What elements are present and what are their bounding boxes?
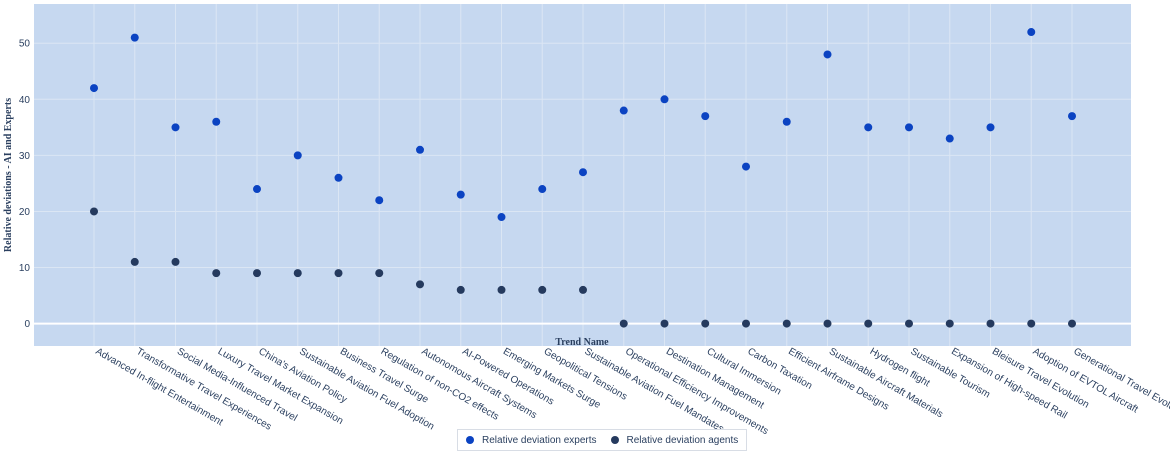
- legend: Relative deviation experts Relative devi…: [457, 429, 748, 451]
- point-experts[interactable]: [1068, 112, 1076, 121]
- point-experts[interactable]: [701, 112, 710, 121]
- point-agents[interactable]: [905, 319, 913, 328]
- point-agents[interactable]: [701, 319, 710, 328]
- y-tick-label: 0: [24, 319, 30, 330]
- y-axis-title: Relative deviations - AI and Experts: [3, 98, 14, 252]
- point-experts[interactable]: [660, 95, 669, 104]
- point-experts[interactable]: [171, 123, 180, 132]
- point-agents[interactable]: [742, 319, 750, 328]
- point-experts[interactable]: [864, 123, 873, 132]
- point-agents[interactable]: [945, 319, 954, 328]
- point-experts[interactable]: [782, 117, 791, 126]
- point-agents[interactable]: [456, 285, 465, 294]
- point-agents[interactable]: [579, 285, 587, 294]
- point-agents[interactable]: [986, 319, 995, 328]
- point-agents[interactable]: [782, 319, 791, 328]
- y-tick-label: 40: [19, 95, 31, 106]
- data-points: [90, 28, 1076, 328]
- point-experts[interactable]: [130, 33, 139, 42]
- point-agents[interactable]: [864, 319, 873, 328]
- point-agents[interactable]: [171, 257, 180, 266]
- legend-item-agents[interactable]: Relative deviation agents: [610, 434, 739, 446]
- point-experts[interactable]: [334, 173, 343, 182]
- point-agents[interactable]: [293, 269, 302, 278]
- point-experts[interactable]: [90, 84, 98, 93]
- point-experts[interactable]: [293, 151, 302, 160]
- legend-marker-experts: [466, 436, 474, 444]
- point-agents[interactable]: [660, 319, 669, 328]
- point-experts[interactable]: [456, 190, 465, 199]
- point-experts[interactable]: [497, 213, 506, 222]
- y-axis-ticks: 0 10 20 30 40 50: [19, 39, 31, 330]
- point-experts[interactable]: [823, 50, 832, 59]
- point-agents[interactable]: [130, 257, 139, 266]
- point-experts[interactable]: [619, 106, 628, 115]
- point-experts[interactable]: [945, 134, 954, 143]
- point-experts[interactable]: [375, 196, 384, 205]
- point-agents[interactable]: [1068, 319, 1076, 328]
- point-agents[interactable]: [375, 269, 384, 278]
- point-experts[interactable]: [1027, 28, 1036, 37]
- legend-marker-agents: [610, 436, 619, 444]
- point-agents[interactable]: [823, 319, 832, 328]
- legend-label-agents: Relative deviation agents: [626, 434, 739, 446]
- x-axis-title: Trend Name: [555, 337, 609, 348]
- point-experts[interactable]: [538, 185, 547, 194]
- point-agents[interactable]: [253, 269, 261, 278]
- point-agents[interactable]: [497, 285, 506, 294]
- y-tick-label: 50: [19, 39, 31, 50]
- point-experts[interactable]: [742, 162, 750, 171]
- point-experts[interactable]: [212, 117, 221, 126]
- point-agents[interactable]: [212, 269, 221, 278]
- point-experts[interactable]: [253, 185, 261, 194]
- y-tick-label: 30: [19, 151, 31, 162]
- point-agents[interactable]: [1027, 319, 1036, 328]
- point-experts[interactable]: [579, 168, 587, 177]
- point-agents[interactable]: [619, 319, 628, 328]
- legend-item-experts[interactable]: Relative deviation experts: [466, 435, 597, 446]
- point-agents[interactable]: [538, 285, 547, 294]
- point-experts[interactable]: [986, 123, 995, 132]
- y-tick-label: 20: [19, 207, 31, 218]
- legend-label-experts: Relative deviation experts: [482, 434, 597, 446]
- point-experts[interactable]: [905, 123, 913, 132]
- point-agents[interactable]: [334, 269, 343, 278]
- point-agents[interactable]: [90, 207, 98, 216]
- point-experts[interactable]: [416, 145, 424, 154]
- point-agents[interactable]: [416, 280, 424, 289]
- x-axis-ticks: Advanced In-flight EntertainmentTransfor…: [94, 346, 1170, 437]
- y-tick-label: 10: [19, 263, 31, 274]
